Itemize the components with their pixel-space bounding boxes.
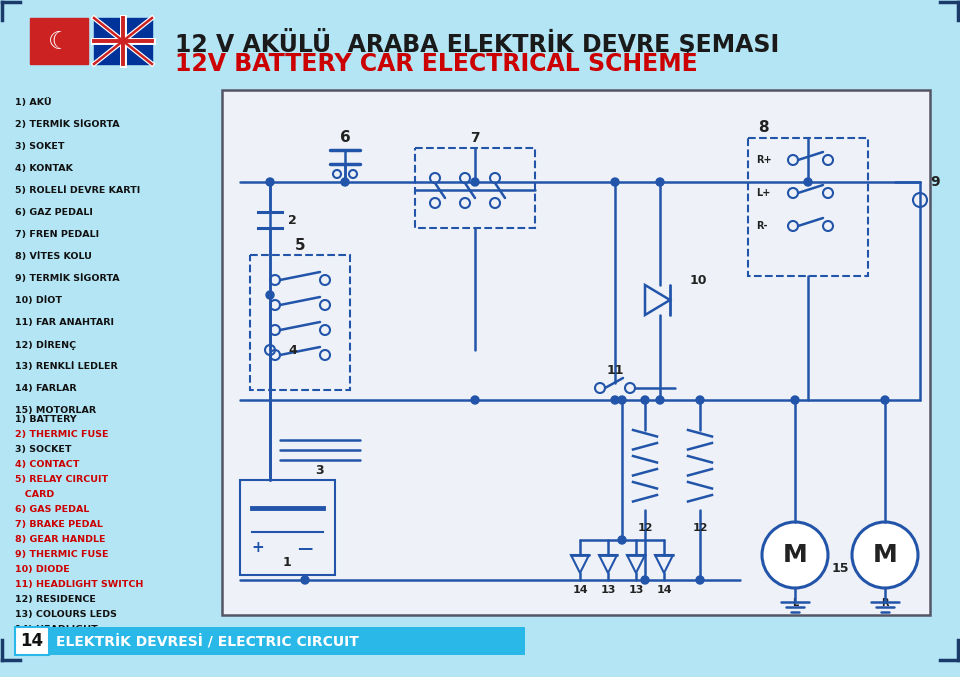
Bar bbox=[222, 90, 930, 615]
Text: 4) CONTACT: 4) CONTACT bbox=[15, 460, 80, 469]
Text: 10) DIODE: 10) DIODE bbox=[15, 565, 70, 574]
Circle shape bbox=[301, 576, 309, 584]
Text: 4: 4 bbox=[288, 343, 297, 357]
Text: 12: 12 bbox=[692, 523, 708, 533]
Text: 15) MOTORLAR: 15) MOTORLAR bbox=[15, 406, 96, 415]
Text: 7) FREN PEDALI: 7) FREN PEDALI bbox=[15, 230, 99, 239]
Text: R: R bbox=[881, 598, 889, 608]
Text: 8) VİTES KOLU: 8) VİTES KOLU bbox=[15, 252, 92, 261]
Text: 12) RESIDENCE: 12) RESIDENCE bbox=[15, 595, 96, 604]
Text: 15: 15 bbox=[831, 561, 849, 575]
Text: 3) SOCKET: 3) SOCKET bbox=[15, 445, 71, 454]
Circle shape bbox=[266, 178, 274, 186]
Circle shape bbox=[852, 522, 918, 588]
Text: ELEKTRİK DEVRESİ / ELECTRIC CIRCUIT: ELEKTRİK DEVRESİ / ELECTRIC CIRCUIT bbox=[56, 634, 359, 649]
Text: 8) GEAR HANDLE: 8) GEAR HANDLE bbox=[15, 535, 106, 544]
Text: 2) TERMİK SİGORTA: 2) TERMİK SİGORTA bbox=[15, 120, 120, 129]
Text: 9: 9 bbox=[930, 175, 940, 189]
Text: 14: 14 bbox=[657, 585, 672, 595]
Bar bbox=[30, 18, 88, 64]
Text: CARD: CARD bbox=[15, 490, 55, 499]
Text: 12) DİRENÇ: 12) DİRENÇ bbox=[15, 340, 76, 350]
Text: R-: R- bbox=[756, 221, 767, 231]
Circle shape bbox=[641, 396, 649, 404]
Text: 13) RENKLİ LEDLER: 13) RENKLİ LEDLER bbox=[15, 362, 118, 371]
Bar bbox=[94, 18, 152, 64]
Text: —: — bbox=[298, 540, 313, 556]
Text: 13) COLOURS LEDS: 13) COLOURS LEDS bbox=[15, 610, 117, 619]
Text: 13: 13 bbox=[628, 585, 644, 595]
Text: 6: 6 bbox=[340, 131, 350, 146]
Text: 1) AKÜ: 1) AKÜ bbox=[15, 98, 52, 107]
Text: 10) DİOT: 10) DİOT bbox=[15, 296, 62, 305]
Circle shape bbox=[471, 396, 479, 404]
Text: 12 V AKÜLÜ  ARABA ELEKTRİK DEVRE ŞEMASI: 12 V AKÜLÜ ARABA ELEKTRİK DEVRE ŞEMASI bbox=[175, 28, 780, 57]
Text: 5) ROLELİ DEVRE KARTI: 5) ROLELİ DEVRE KARTI bbox=[15, 186, 140, 195]
Bar bbox=[240, 480, 335, 575]
Circle shape bbox=[618, 396, 626, 404]
Text: 1) BATTERY: 1) BATTERY bbox=[15, 415, 77, 424]
Circle shape bbox=[696, 396, 704, 404]
Circle shape bbox=[804, 178, 812, 186]
Text: 4) KONTAK: 4) KONTAK bbox=[15, 164, 73, 173]
Text: 1: 1 bbox=[282, 556, 292, 569]
Text: 11: 11 bbox=[607, 364, 624, 376]
Text: 12V BATTERY CAR ELECTRICAL SCHEME: 12V BATTERY CAR ELECTRICAL SCHEME bbox=[175, 52, 698, 76]
Circle shape bbox=[696, 576, 704, 584]
Text: 2) THERMIC FUSE: 2) THERMIC FUSE bbox=[15, 430, 108, 439]
Circle shape bbox=[618, 536, 626, 544]
Circle shape bbox=[881, 396, 889, 404]
Text: 6) GAZ PEDALI: 6) GAZ PEDALI bbox=[15, 208, 93, 217]
Text: 5: 5 bbox=[295, 238, 305, 253]
Text: 14: 14 bbox=[20, 632, 43, 650]
Bar bbox=[748, 138, 868, 276]
Text: 11) FAR ANAHTARI: 11) FAR ANAHTARI bbox=[15, 318, 114, 327]
Text: M: M bbox=[782, 543, 807, 567]
Text: 14) HEADLIGHT: 14) HEADLIGHT bbox=[15, 625, 98, 634]
Circle shape bbox=[656, 396, 664, 404]
Text: 8: 8 bbox=[757, 121, 768, 135]
Text: 5) RELAY CIRCUIT: 5) RELAY CIRCUIT bbox=[15, 475, 108, 484]
Text: 3) SOKET: 3) SOKET bbox=[15, 142, 64, 151]
Polygon shape bbox=[599, 555, 617, 573]
Polygon shape bbox=[655, 555, 673, 573]
Polygon shape bbox=[645, 285, 670, 315]
Circle shape bbox=[762, 522, 828, 588]
Circle shape bbox=[266, 291, 274, 299]
Text: 14) FARLAR: 14) FARLAR bbox=[15, 384, 77, 393]
Bar bbox=[15, 627, 49, 655]
Text: 6) GAS PEDAL: 6) GAS PEDAL bbox=[15, 505, 89, 514]
Circle shape bbox=[611, 396, 619, 404]
Text: 3: 3 bbox=[316, 464, 324, 477]
Circle shape bbox=[341, 178, 349, 186]
Text: 12: 12 bbox=[637, 523, 653, 533]
Text: 7) BRAKE PEDAL: 7) BRAKE PEDAL bbox=[15, 520, 103, 529]
Text: L: L bbox=[792, 598, 798, 608]
Text: 15) ENGINE: 15) ENGINE bbox=[15, 640, 76, 649]
Text: L+: L+ bbox=[756, 188, 770, 198]
Circle shape bbox=[641, 576, 649, 584]
Circle shape bbox=[656, 178, 664, 186]
Text: 9) THERMIC FUSE: 9) THERMIC FUSE bbox=[15, 550, 108, 559]
Bar bbox=[415, 148, 535, 228]
Text: R+: R+ bbox=[756, 155, 772, 165]
Text: M: M bbox=[873, 543, 898, 567]
Text: ☾: ☾ bbox=[48, 30, 70, 54]
Text: 7: 7 bbox=[470, 131, 480, 145]
Circle shape bbox=[471, 178, 479, 186]
Text: +: + bbox=[252, 540, 264, 556]
Text: 2: 2 bbox=[288, 213, 297, 227]
Polygon shape bbox=[571, 555, 589, 573]
Text: 11) HEADLIGHT SWITCH: 11) HEADLIGHT SWITCH bbox=[15, 580, 143, 589]
Text: 9) TERMİK SİGORTA: 9) TERMİK SİGORTA bbox=[15, 274, 120, 283]
Text: 13: 13 bbox=[600, 585, 615, 595]
Polygon shape bbox=[627, 555, 645, 573]
Circle shape bbox=[611, 178, 619, 186]
Text: 10: 10 bbox=[690, 274, 708, 286]
Text: 14: 14 bbox=[572, 585, 588, 595]
Bar bbox=[250, 255, 350, 390]
Circle shape bbox=[791, 396, 799, 404]
Bar bbox=[15, 627, 525, 655]
